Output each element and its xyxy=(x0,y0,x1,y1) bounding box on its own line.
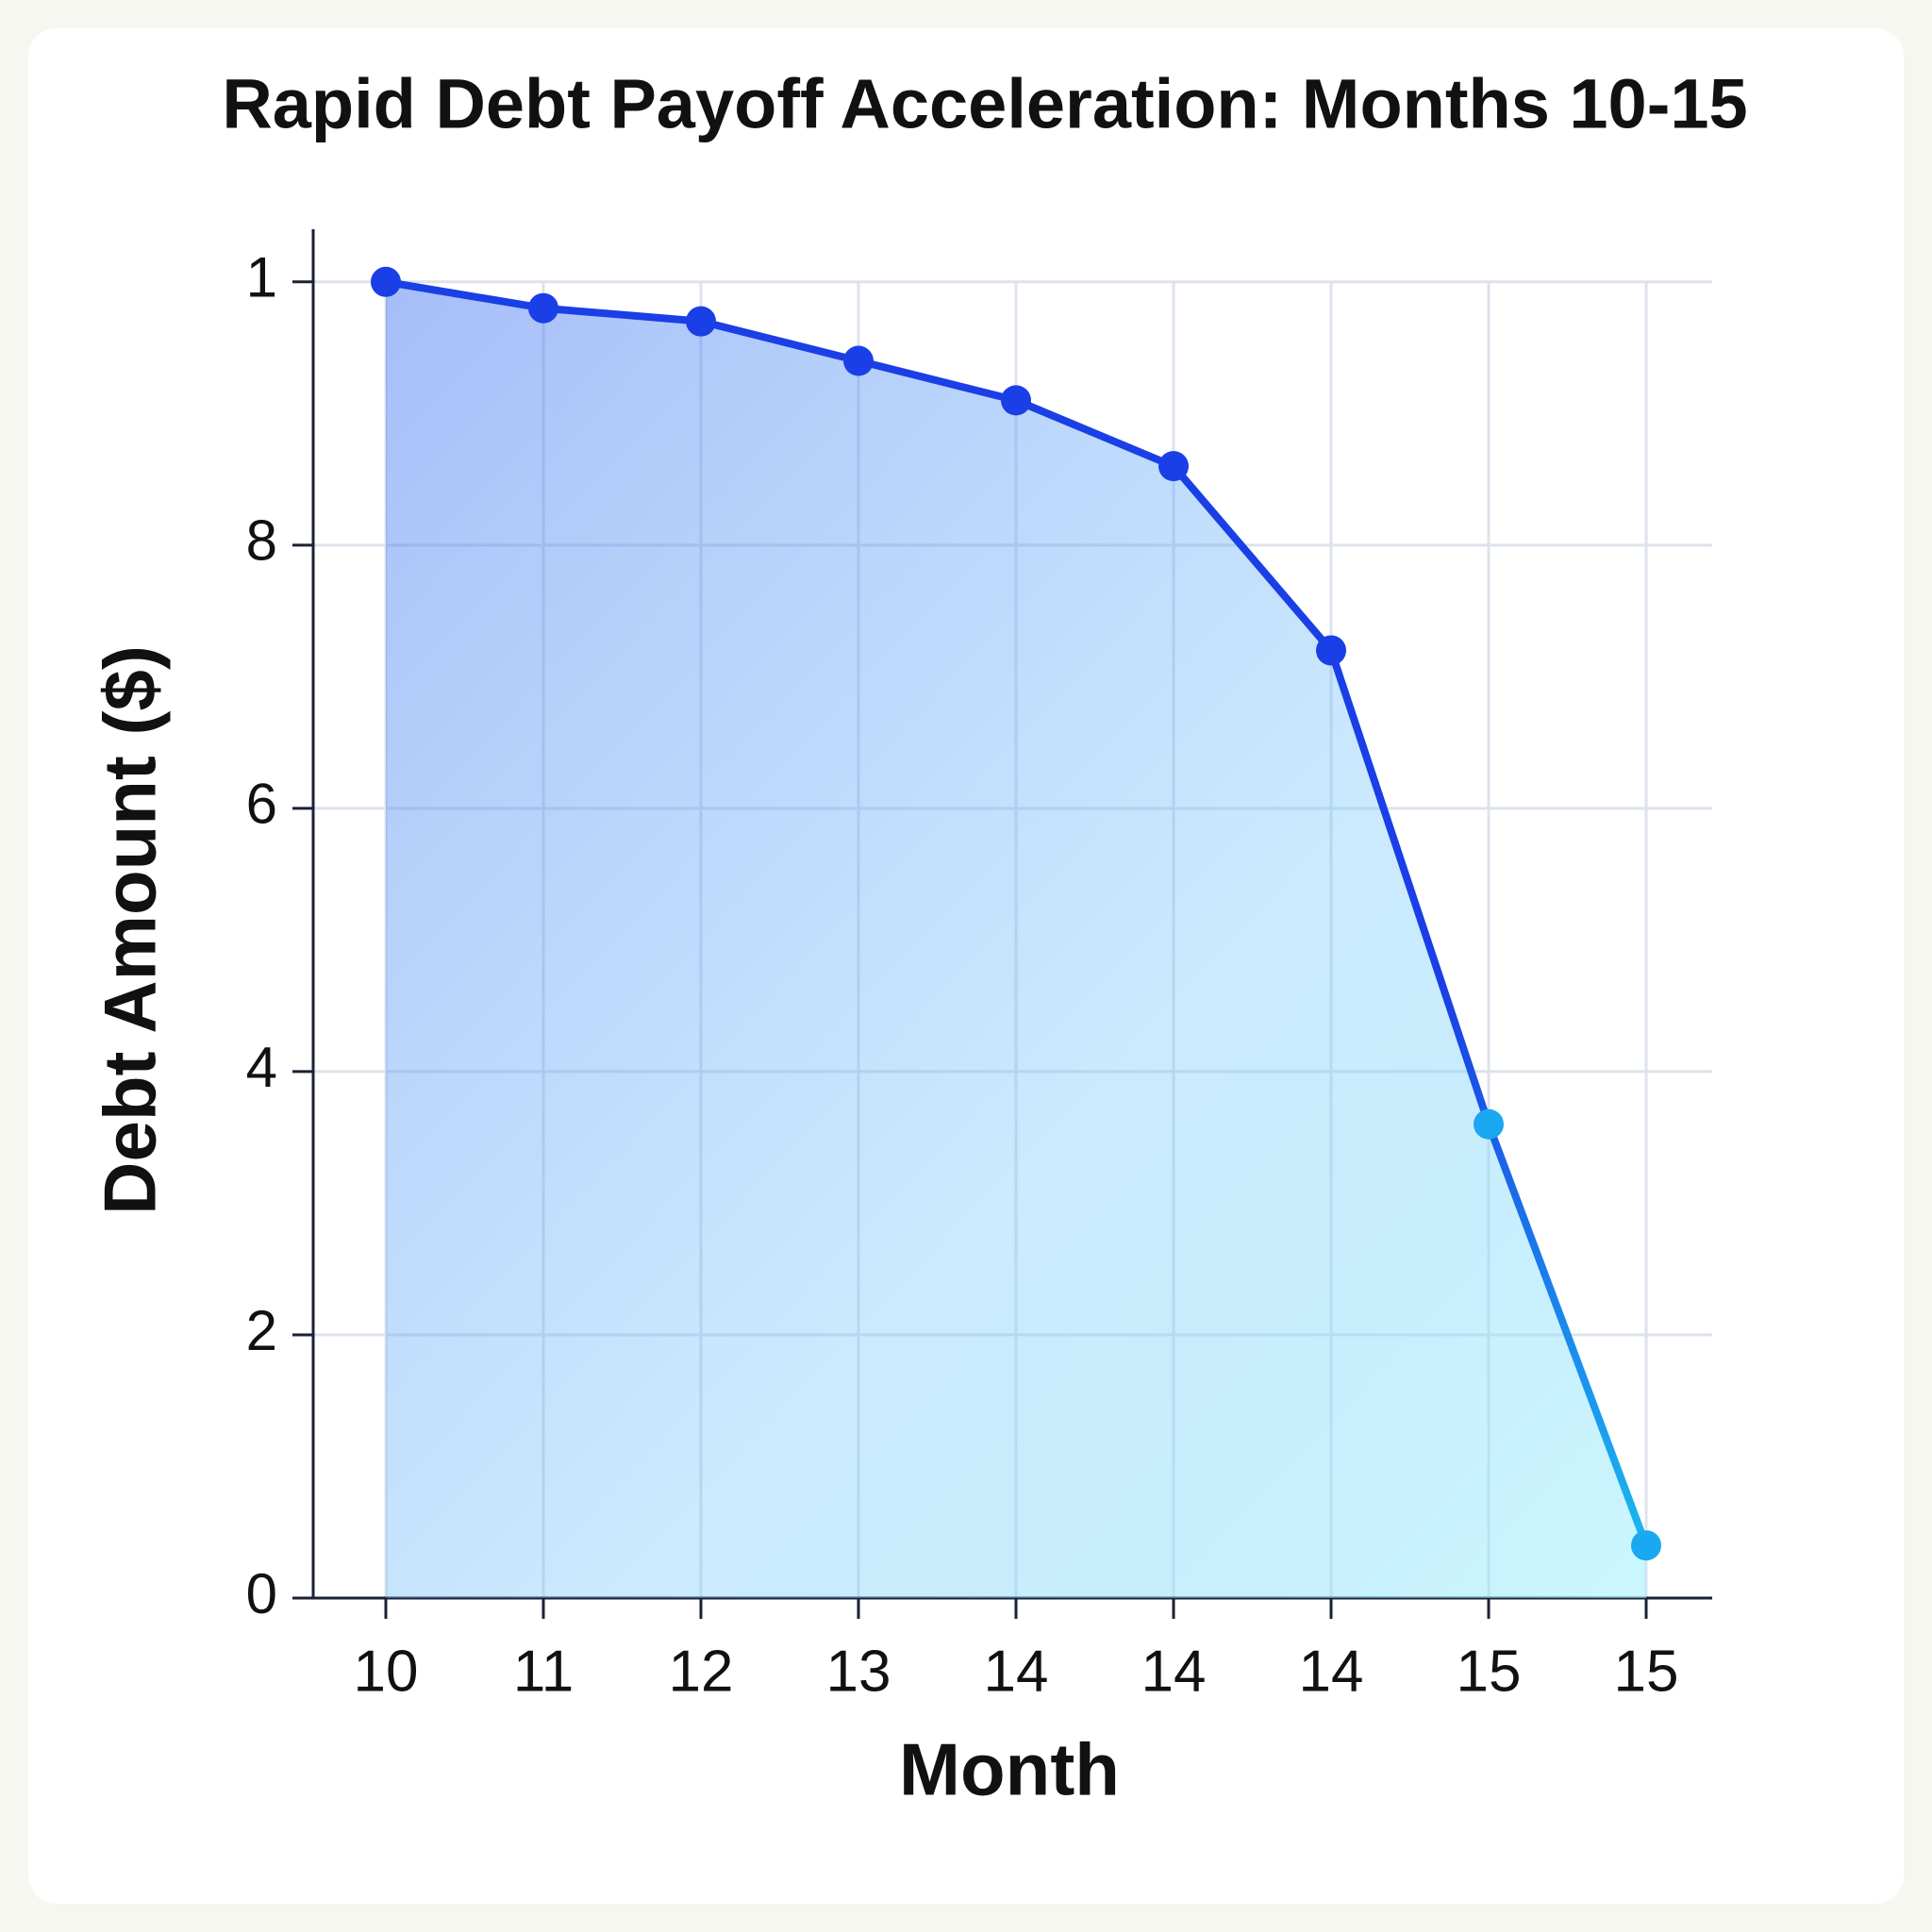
x-tick-label: 15 xyxy=(1457,1639,1522,1704)
x-axis-label: Month xyxy=(899,1728,1120,1811)
point xyxy=(528,292,558,324)
point xyxy=(371,266,401,297)
y-tick-label: 8 xyxy=(246,509,277,573)
point xyxy=(843,345,874,376)
x-tick-label: 12 xyxy=(669,1639,734,1704)
y-axis-label: Debt Amount ($) xyxy=(89,645,172,1215)
area xyxy=(386,281,1646,1599)
point xyxy=(1316,635,1346,666)
point xyxy=(686,306,716,337)
point xyxy=(1631,1530,1661,1561)
x-tick-label: 14 xyxy=(1299,1639,1364,1704)
point xyxy=(1158,451,1189,482)
point xyxy=(1474,1108,1504,1140)
y-tick-label: 4 xyxy=(246,1036,277,1099)
x-tick-label: 11 xyxy=(513,1639,574,1704)
y-tick-label: 1 xyxy=(246,246,277,309)
chart-title: Rapid Debt Payoff Acceleration: Months 1… xyxy=(222,65,1747,143)
x-tick-label: 14 xyxy=(984,1639,1049,1704)
point xyxy=(1001,385,1031,416)
x-tick-label: 10 xyxy=(354,1639,419,1704)
x-tick-label: 15 xyxy=(1614,1639,1679,1704)
y-tick-label: 2 xyxy=(246,1299,277,1362)
x-tick-label: 13 xyxy=(826,1639,891,1704)
y-tick-label: 6 xyxy=(246,773,277,836)
x-tick-label: 14 xyxy=(1141,1639,1207,1704)
y-tick-label: 0 xyxy=(246,1562,277,1625)
